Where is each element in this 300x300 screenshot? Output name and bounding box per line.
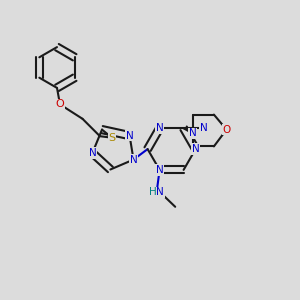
Text: S: S: [108, 133, 116, 143]
Text: N: N: [192, 144, 200, 154]
Text: O: O: [56, 99, 64, 110]
Text: N: N: [156, 165, 164, 175]
Text: N: N: [156, 123, 164, 133]
Text: N: N: [189, 128, 197, 139]
Text: N: N: [126, 130, 134, 141]
Text: H: H: [149, 188, 157, 197]
Text: N: N: [200, 123, 208, 133]
Text: N: N: [130, 154, 137, 165]
Text: N: N: [156, 188, 164, 197]
Text: O: O: [222, 124, 231, 135]
Text: N: N: [88, 148, 96, 158]
